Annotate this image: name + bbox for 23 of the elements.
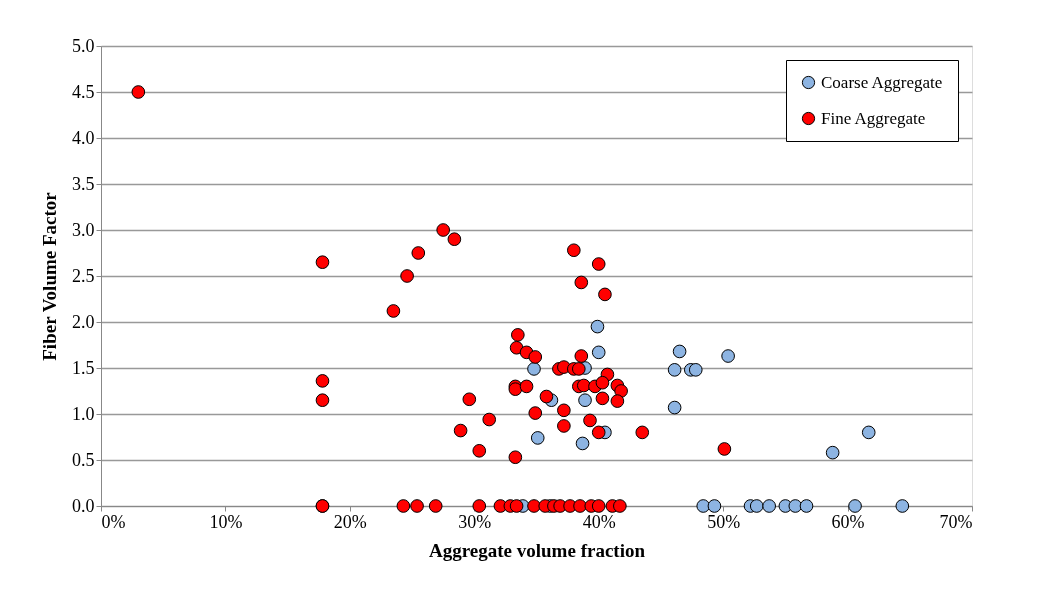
x-tick-label: 60% [831,511,865,532]
y-tick-label: 0.0 [72,495,95,516]
y-tick-label: 2.0 [72,311,95,332]
x-tick-label: 70% [939,511,973,532]
legend-label: Coarse Aggregate [821,72,943,92]
y-tick-label: 4.0 [72,127,95,148]
x-tick-label: 10% [209,511,243,532]
y-tick-label: 3.5 [72,173,95,194]
x-tick-label: 50% [707,511,741,532]
x-tick-label: 20% [333,511,367,532]
y-tick-label: 1.5 [72,357,95,378]
legend-label: Fine Aggregate [821,108,926,128]
x-axis-title: Aggregate volume fraction [429,539,646,561]
y-tick-label: 5.0 [72,35,95,56]
y-tick-label: 1.0 [72,403,95,424]
y-axis-title: Fiber Volume Factor [39,191,60,361]
x-tick-label: 0% [101,511,126,532]
y-tick-label: 2.5 [72,265,95,286]
y-tick-label: 4.5 [72,81,95,102]
x-tick-label: 30% [458,511,492,532]
y-tick-label: 3.0 [72,219,95,240]
x-tick-label: 40% [582,511,616,532]
y-tick-label: 0.5 [72,449,95,470]
